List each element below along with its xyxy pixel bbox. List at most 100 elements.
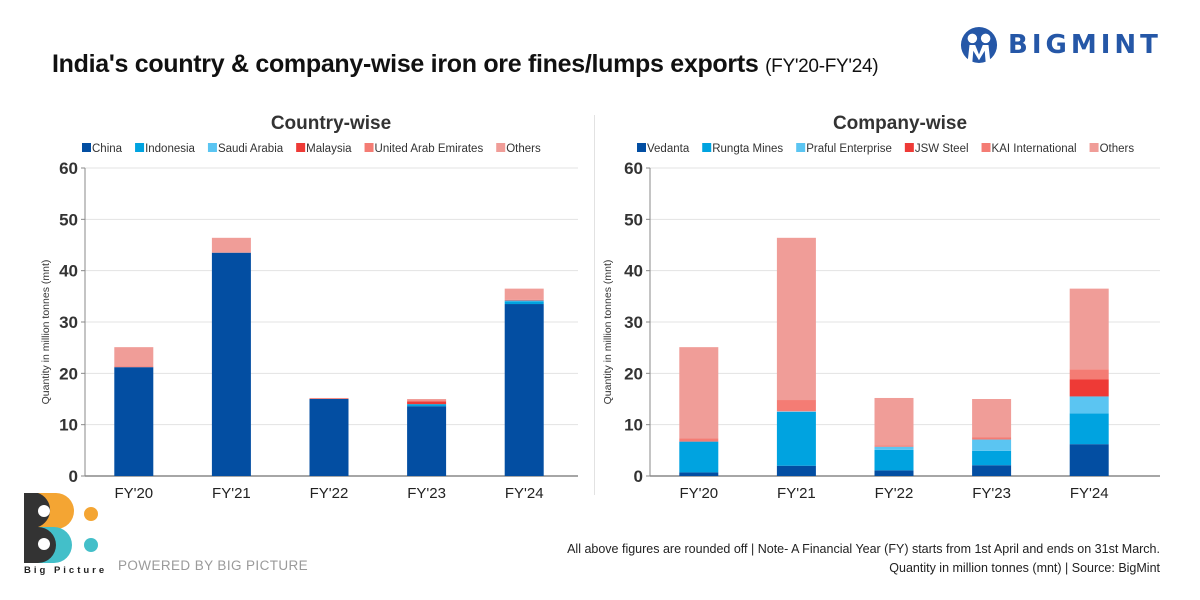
footnote: All above figures are rounded off | Note… bbox=[567, 540, 1160, 578]
page-title: India's country & company-wise iron ore … bbox=[52, 50, 879, 79]
x-tick-label: FY'21 bbox=[777, 485, 816, 500]
bar-segment bbox=[874, 449, 914, 471]
bar-stack bbox=[114, 347, 154, 476]
bar-segment bbox=[407, 400, 447, 402]
bar-segment bbox=[776, 411, 816, 466]
y-tick-label: 0 bbox=[69, 467, 78, 486]
bar-segment bbox=[1069, 379, 1109, 397]
bar-segment bbox=[407, 399, 447, 401]
legend-label: Others bbox=[506, 143, 541, 155]
y-tick-label: 50 bbox=[624, 210, 643, 229]
company-wise-chart: Company-wise Vedanta Rungta Mines Praful En… bbox=[602, 113, 1160, 500]
legend-item: KAI International bbox=[981, 143, 1077, 155]
legend-swatch bbox=[135, 143, 145, 152]
x-tick-label: FY'20 bbox=[114, 485, 153, 500]
legend-swatch bbox=[904, 143, 914, 152]
legend-label: Vedanta bbox=[647, 143, 690, 155]
bar-segment bbox=[309, 398, 349, 399]
bar-segment bbox=[972, 437, 1012, 440]
bar-segment bbox=[679, 472, 719, 476]
bar-segment bbox=[407, 404, 447, 407]
legend-item: Praful Enterprise bbox=[796, 143, 892, 155]
x-tick-label: FY'22 bbox=[310, 485, 349, 500]
bar-segment bbox=[776, 411, 816, 412]
legend-swatch bbox=[207, 143, 217, 152]
bar-stack bbox=[679, 347, 719, 476]
bar-segment bbox=[114, 366, 154, 368]
y-tick-label: 30 bbox=[59, 313, 78, 332]
bar-stack bbox=[407, 399, 447, 476]
bar-segment bbox=[1069, 413, 1109, 445]
legend-item: China bbox=[82, 143, 123, 155]
bigmint-people-icon bbox=[960, 26, 998, 64]
bar-stack bbox=[874, 397, 914, 476]
x-tick-label: FY'21 bbox=[212, 485, 251, 500]
y-tick-label: 10 bbox=[59, 416, 78, 435]
bar-stack bbox=[776, 237, 816, 476]
bar-segment bbox=[407, 406, 447, 476]
legend-swatch bbox=[296, 143, 306, 152]
bar-segment bbox=[504, 300, 544, 302]
legend-item: Others bbox=[496, 143, 541, 155]
y-tick-label: 40 bbox=[59, 262, 78, 281]
bar-segment bbox=[211, 252, 251, 476]
big-picture-name: Big Picture bbox=[24, 565, 108, 576]
bar-stack bbox=[309, 397, 349, 476]
legend-item: United Arab Emirates bbox=[364, 143, 484, 155]
x-tick-label: FY'22 bbox=[875, 485, 914, 500]
legend-item: Indonesia bbox=[135, 143, 196, 155]
bar-segment bbox=[1069, 444, 1109, 476]
bar-segment bbox=[874, 470, 914, 476]
legend-label: Others bbox=[1100, 143, 1135, 155]
bigmint-logo: BIGMINT bbox=[960, 26, 1162, 64]
y-axis-label: Quantity in million tonnes (mnt) bbox=[602, 260, 614, 405]
bar-segment bbox=[874, 397, 914, 446]
footnote-line-1: All above figures are rounded off | Note… bbox=[567, 542, 1160, 556]
bigmint-wordmark: BIGMINT bbox=[1008, 30, 1162, 60]
bar-segment bbox=[776, 465, 816, 476]
legend-item: JSW Steel bbox=[904, 143, 969, 155]
bar-stack bbox=[211, 237, 251, 476]
title-main: India's country & company-wise iron ore … bbox=[52, 50, 759, 78]
footnote-line-2: Quantity in million tonnes (mnt) | Sourc… bbox=[889, 561, 1160, 575]
x-tick-label: FY'20 bbox=[679, 485, 718, 500]
legend-label: KAI International bbox=[992, 143, 1077, 155]
bar-segment bbox=[874, 445, 914, 447]
legend-item: Vedanta bbox=[637, 143, 690, 155]
title-period: (FY'20-FY'24) bbox=[765, 56, 879, 77]
big-picture-logo bbox=[24, 493, 98, 563]
chart-divider bbox=[594, 115, 595, 495]
bar-segment bbox=[1069, 396, 1109, 414]
bar-segment bbox=[1069, 369, 1109, 380]
bar-segment bbox=[972, 399, 1012, 438]
y-tick-label: 0 bbox=[634, 467, 643, 486]
bar-segment bbox=[776, 237, 816, 401]
bar-stack bbox=[972, 399, 1012, 476]
bar-segment bbox=[972, 450, 1012, 466]
legend-item: Rungta Mines bbox=[702, 143, 783, 155]
legend-label: United Arab Emirates bbox=[375, 143, 484, 155]
bar-segment bbox=[504, 301, 544, 305]
bar-segment bbox=[679, 347, 719, 439]
y-tick-label: 10 bbox=[624, 416, 643, 435]
powered-by-text: POWERED BY BIG PICTURE bbox=[118, 558, 309, 573]
x-tick-label: FY'24 bbox=[1070, 485, 1109, 500]
legend-swatch bbox=[702, 143, 712, 152]
legend-label: Malaysia bbox=[306, 143, 352, 155]
legend-swatch bbox=[637, 143, 646, 152]
bar-segment bbox=[679, 438, 719, 442]
x-tick-label: FY'23 bbox=[972, 485, 1011, 500]
bar-segment bbox=[309, 399, 349, 476]
country-wise-chart: Country-wise China Indonesia Saudi Arabia Ma… bbox=[40, 113, 578, 500]
x-tick-label: FY'24 bbox=[505, 485, 544, 500]
legend-label: China bbox=[92, 143, 123, 155]
y-axis-label: Quantity in million tonnes (mnt) bbox=[40, 260, 52, 405]
bar-stack bbox=[504, 288, 544, 476]
bar-segment bbox=[114, 367, 154, 476]
bar-segment bbox=[874, 446, 914, 450]
legend-swatch bbox=[1089, 143, 1099, 152]
legend-swatch bbox=[364, 143, 374, 152]
y-tick-label: 50 bbox=[59, 210, 78, 229]
legend-item: Saudi Arabia bbox=[207, 143, 284, 155]
legend-label: Praful Enterprise bbox=[806, 143, 892, 155]
